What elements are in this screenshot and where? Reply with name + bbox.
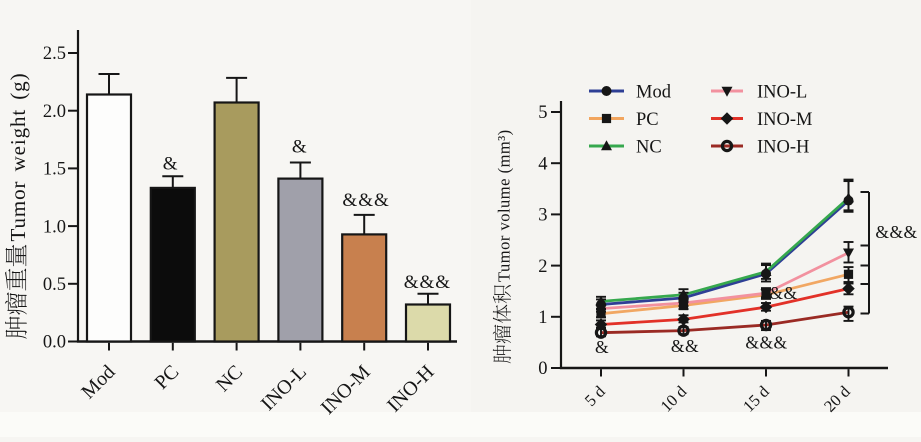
svg-text:INO-H: INO-H	[757, 137, 809, 157]
svg-text:Mod: Mod	[636, 82, 672, 102]
svg-text:&: &	[595, 337, 609, 357]
svg-text:2: 2	[538, 257, 547, 277]
svg-text:&&&: &&&	[404, 272, 451, 293]
svg-text:&&&: &&&	[875, 222, 917, 242]
svg-text:0: 0	[538, 359, 547, 379]
svg-text:&&: &&	[769, 283, 797, 303]
svg-text:Tumor weight (g): Tumor weight (g)	[6, 73, 30, 242]
svg-text:PC: PC	[636, 110, 659, 130]
svg-text:2.5: 2.5	[43, 44, 66, 64]
svg-text:3: 3	[538, 206, 547, 226]
svg-text:&&: &&	[671, 336, 699, 356]
svg-text:0.5: 0.5	[43, 275, 66, 295]
svg-text:&&&: &&&	[745, 333, 787, 353]
svg-text:&&&: &&&	[342, 190, 389, 211]
svg-text:NC: NC	[636, 137, 662, 157]
svg-text:5: 5	[538, 103, 547, 123]
svg-text:1: 1	[538, 308, 547, 328]
svg-text:&: &	[292, 137, 308, 158]
svg-text:1.5: 1.5	[43, 160, 66, 180]
svg-text:0.0: 0.0	[43, 333, 66, 353]
svg-text:INO-L: INO-L	[757, 82, 807, 102]
svg-text:Tumor volume (mm³): Tumor volume (mm³)	[495, 129, 514, 282]
svg-text:INO-M: INO-M	[757, 110, 813, 130]
svg-text:2.0: 2.0	[43, 102, 66, 122]
svg-text:&: &	[163, 153, 179, 174]
svg-text:4: 4	[538, 154, 547, 174]
svg-text:1.0: 1.0	[43, 217, 66, 237]
